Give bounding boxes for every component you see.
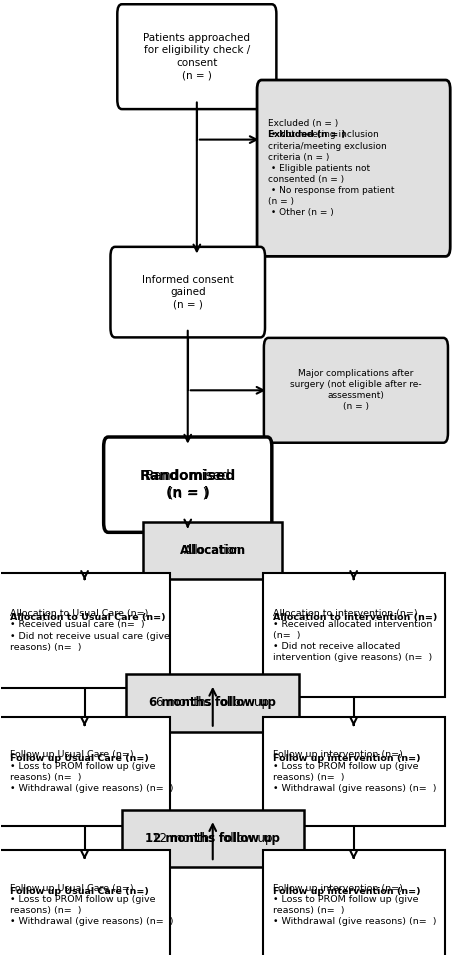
Text: Follow up intervention (n=): Follow up intervention (n=) [273,887,421,897]
Text: Major complications after
surgery (not eligible after re-
assessment)
(n = ): Major complications after surgery (not e… [290,369,422,411]
FancyBboxPatch shape [127,674,299,731]
FancyBboxPatch shape [263,574,445,697]
Text: Allocation to intervention (n=)
• Received allocated intervention
(n=  )
• Did n: Allocation to intervention (n=) • Receiv… [273,609,433,662]
Text: Excluded (n = )
 • Not meeting inclusion
criteria/meeting exclusion
criteria (n : Excluded (n = ) • Not meeting inclusion … [267,120,394,217]
FancyBboxPatch shape [257,80,450,256]
FancyBboxPatch shape [263,850,445,956]
FancyBboxPatch shape [117,4,276,109]
Text: 12 months follow up: 12 months follow up [146,832,280,845]
Text: Allocation: Allocation [183,544,242,557]
Text: 12 months follow up: 12 months follow up [153,832,273,845]
Text: Follow up Usual Care (n=)
• Loss to PROM follow up (give
reasons) (n=  )
• Withd: Follow up Usual Care (n=) • Loss to PROM… [10,884,173,926]
FancyBboxPatch shape [122,810,304,867]
Text: Allocation to intervention (n=): Allocation to intervention (n=) [273,613,438,622]
FancyBboxPatch shape [0,574,170,687]
Text: Randomised
(n = ): Randomised (n = ) [140,469,236,500]
Text: Allocation: Allocation [180,544,246,557]
Text: Allocation to Usual Care (n=): Allocation to Usual Care (n=) [10,613,165,621]
FancyBboxPatch shape [0,717,170,826]
FancyBboxPatch shape [0,850,170,956]
Text: Follow up intervention (n=): Follow up intervention (n=) [273,754,421,763]
Text: 6 months follow up: 6 months follow up [149,697,276,709]
Text: Follow up intervention (n=)
• Loss to PROM follow up (give
reasons) (n=  )
• Wit: Follow up intervention (n=) • Loss to PR… [273,884,437,926]
FancyBboxPatch shape [264,337,448,443]
Text: Excluded (n = ): Excluded (n = ) [267,130,345,139]
Text: Follow up intervention (n=)
• Loss to PROM follow up (give
reasons) (n=  )
• Wit: Follow up intervention (n=) • Loss to PR… [273,750,437,793]
Text: Randomised
(n = ): Randomised (n = ) [145,469,231,500]
Text: Follow up Usual Care (n=): Follow up Usual Care (n=) [10,754,149,763]
Text: 6 months follow up: 6 months follow up [156,697,269,709]
Text: Informed consent
gained
(n = ): Informed consent gained (n = ) [142,274,234,310]
FancyBboxPatch shape [104,437,272,532]
FancyBboxPatch shape [110,247,265,337]
FancyBboxPatch shape [144,522,282,579]
Text: Follow up Usual Care (n=)
• Loss to PROM follow up (give
reasons) (n=  )
• Withd: Follow up Usual Care (n=) • Loss to PROM… [10,750,173,793]
Text: Follow up Usual Care (n=): Follow up Usual Care (n=) [10,887,149,897]
Text: Patients approached
for eligibility check /
consent
(n = ): Patients approached for eligibility chec… [143,33,250,80]
FancyBboxPatch shape [263,717,445,826]
Text: Allocation to Usual Care (n=)
• Received usual care (n=  )
• Did not receive usu: Allocation to Usual Care (n=) • Received… [10,609,170,652]
